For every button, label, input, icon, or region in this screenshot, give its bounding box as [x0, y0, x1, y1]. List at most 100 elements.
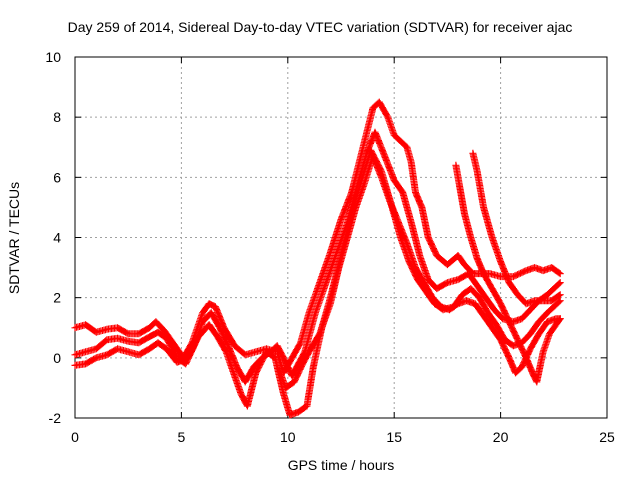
data-point — [471, 300, 487, 318]
data-point — [429, 294, 444, 310]
data-point — [231, 372, 244, 396]
data-point — [301, 310, 319, 356]
data-point — [488, 324, 504, 343]
data-point — [299, 349, 312, 368]
data-point — [405, 258, 421, 282]
data-point — [475, 294, 491, 315]
data-point — [548, 264, 564, 278]
data-point — [397, 137, 410, 150]
data-point — [352, 181, 368, 211]
data-point — [243, 370, 259, 410]
y-tick-label: 4 — [53, 230, 61, 246]
y-tick-label: -2 — [49, 410, 62, 426]
data-point — [526, 331, 542, 353]
data-point — [454, 252, 467, 267]
data-markers — [71, 98, 564, 419]
data-point — [403, 143, 415, 165]
data-point — [335, 235, 351, 272]
data-point — [416, 252, 432, 282]
data-point — [548, 291, 564, 305]
data-point — [152, 318, 167, 334]
data-point — [514, 336, 529, 360]
data-point — [550, 279, 564, 293]
y-axis-label: SDTVAR / TECUs — [6, 181, 22, 295]
data-point — [420, 279, 436, 300]
data-point — [326, 265, 342, 308]
data-point — [397, 234, 413, 264]
data-point — [505, 318, 521, 342]
data-point — [465, 270, 480, 288]
data-point — [469, 149, 481, 174]
data-point — [543, 286, 557, 299]
data-point — [473, 255, 487, 276]
data-point — [207, 309, 223, 330]
data-point — [399, 188, 415, 225]
x-tick-label: 25 — [599, 429, 615, 445]
data-point — [497, 258, 512, 285]
data-point — [452, 161, 464, 192]
y-tick-label: 2 — [53, 290, 61, 306]
data-point — [288, 349, 308, 380]
data-point — [535, 310, 550, 326]
data-point — [539, 331, 553, 356]
data-point — [505, 279, 521, 297]
data-point — [280, 390, 293, 417]
data-point — [412, 188, 425, 210]
y-tick-label: 8 — [53, 109, 61, 125]
data-point — [275, 366, 289, 390]
data-point — [484, 309, 499, 327]
data-point — [546, 322, 559, 338]
data-point — [163, 334, 180, 360]
data-point — [446, 301, 461, 314]
data-point — [386, 197, 402, 225]
data-point — [135, 334, 152, 347]
data-point — [303, 364, 317, 410]
data-point — [418, 203, 432, 240]
data-point — [154, 328, 169, 341]
data-point — [460, 209, 474, 240]
data-point — [473, 282, 489, 300]
chart-title: Day 259 of 2014, Sidereal Day-to-day VTE… — [67, 19, 573, 35]
y-tick-label: 0 — [53, 350, 61, 366]
data-point — [505, 354, 519, 375]
data-point — [550, 297, 564, 311]
data-point — [488, 285, 504, 306]
x-tick-label: 5 — [178, 429, 186, 445]
data-point — [480, 270, 495, 291]
data-point — [214, 333, 229, 354]
data-point — [163, 345, 180, 365]
y-tick-label: 10 — [45, 49, 61, 65]
data-point — [241, 364, 257, 386]
data-point — [552, 315, 564, 329]
data-point — [288, 340, 304, 362]
data-point — [407, 158, 419, 195]
data-point — [488, 234, 504, 264]
data-point — [326, 217, 344, 256]
data-point — [403, 240, 419, 270]
data-point — [384, 113, 398, 138]
data-point — [194, 322, 212, 341]
data-point — [424, 234, 440, 258]
data-point — [82, 355, 99, 368]
data-point — [294, 403, 310, 416]
data-point — [337, 190, 355, 223]
data-point — [509, 267, 529, 281]
data-point — [480, 312, 495, 330]
data-point — [290, 361, 306, 386]
data-point — [377, 173, 393, 204]
axis-ticks: 0 5 10 15 20 25 -2 0 2 4 6 8 10 — [45, 49, 615, 445]
data-point — [518, 307, 533, 323]
data-point — [205, 321, 221, 340]
data-point — [282, 379, 297, 392]
data-point — [369, 152, 385, 180]
data-point — [492, 321, 508, 342]
data-point — [533, 349, 547, 386]
data-series — [469, 149, 564, 308]
data-series — [452, 161, 564, 386]
data-point — [154, 339, 169, 352]
data-point — [460, 261, 476, 276]
data-point — [322, 250, 340, 287]
data-point — [305, 280, 323, 317]
x-tick-label: 20 — [493, 429, 509, 445]
